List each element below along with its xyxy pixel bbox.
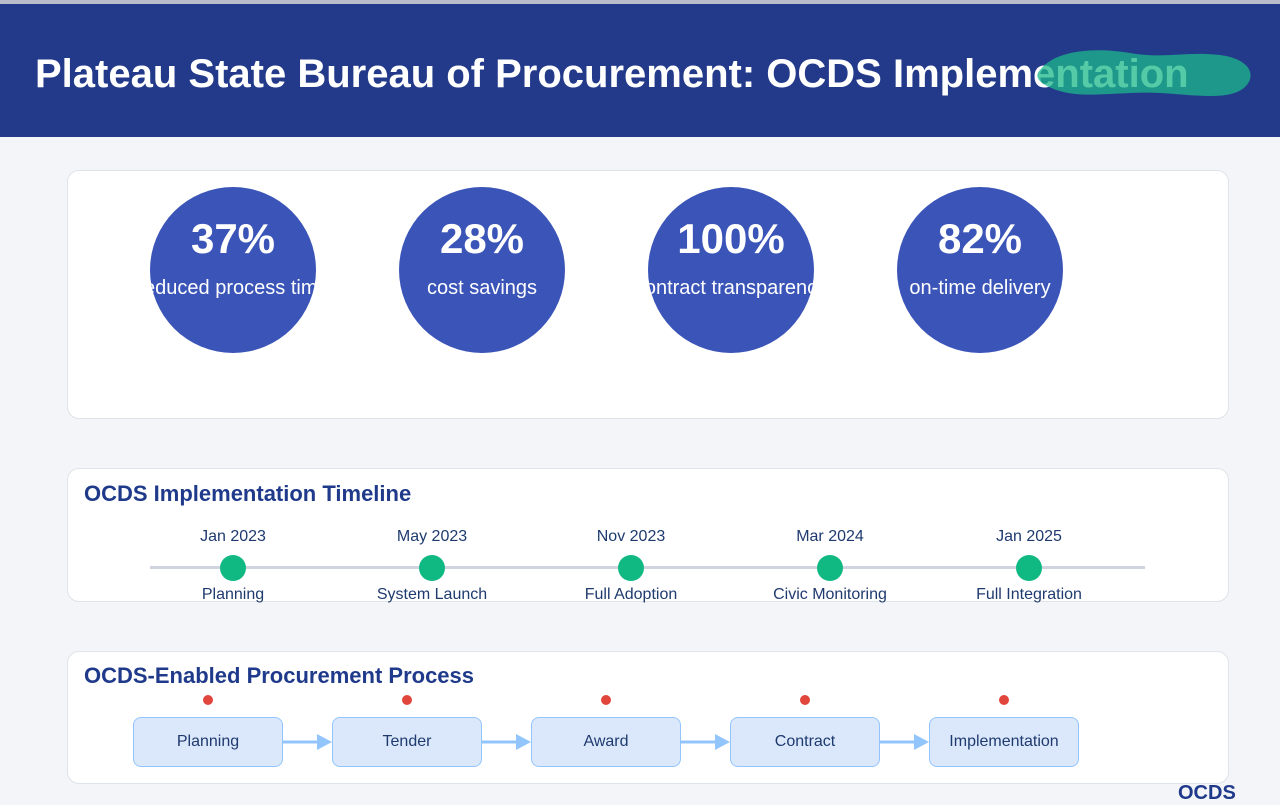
header: Plateau State Bureau of Procurement: OCD… [0,4,1280,137]
stat-circle: 82% on-time delivery [897,187,1063,353]
stat-circle: 37% reduced process time [150,187,316,353]
stat-circle: 28% cost savings [399,187,565,353]
top-strip [0,0,1280,4]
timeline-date: Jan 2025 [996,528,1062,545]
section-title: OCDS Implementation Timeline [84,481,412,506]
page-title: Plateau State Bureau of Procurement: OCD… [35,52,1189,96]
status-dot [601,695,611,705]
process-step: Implementation [929,717,1079,767]
stat-label: on-time delivery [909,277,1051,299]
stat-label: reduced process time [150,277,316,299]
timeline-dot [618,555,644,581]
timeline-line [150,566,1145,569]
status-dot [800,695,810,705]
stat-value: 28% [439,215,525,262]
stat-value: 100% [677,215,785,262]
stat-value: 37% [190,215,276,262]
arrow [681,734,730,750]
timeline-date: Nov 2023 [596,528,666,545]
stat-value: 82% [937,215,1023,262]
arrow [880,734,929,750]
status-dot [999,695,1009,705]
timeline-date: May 2023 [396,528,468,545]
stat-label: cost savings [426,277,538,299]
timeline-dot [419,555,445,581]
timeline-label: Planning [201,586,265,603]
timeline-dot [220,555,246,581]
arrow [482,734,531,750]
timeline-label: Civic Monitoring [773,586,887,603]
process-step: Contract [730,717,880,767]
timeline-card [67,468,1229,602]
timeline-dot [1016,555,1042,581]
section-title: OCDS-Enabled Procurement Process [84,663,475,688]
status-dot [402,695,412,705]
process-step: Tender [332,717,482,767]
timeline-label: Full Integration [976,586,1082,603]
process-step: Award [531,717,681,767]
timeline-label: System Launch [376,586,488,603]
stat-label: contract transparency [648,277,814,299]
timeline-date: Jan 2023 [200,528,266,545]
stat-circle: 100% contract transparency [648,187,814,353]
arrow [283,734,332,750]
timeline-dot [817,555,843,581]
status-dot [203,695,213,705]
decoration [1037,50,1251,96]
footer-label: OCDS [1178,782,1236,804]
timeline-date: Mar 2024 [796,528,864,545]
process-step: Planning [133,717,283,767]
timeline-label: Full Adoption [584,586,678,603]
